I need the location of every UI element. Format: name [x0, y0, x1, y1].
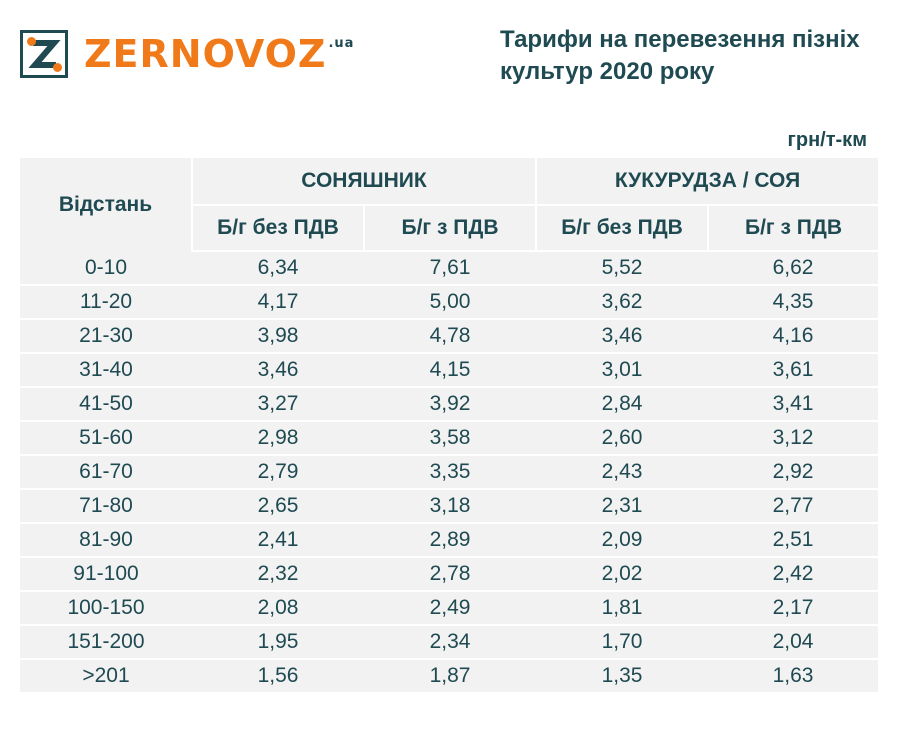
tariff-cell: 4,15 [364, 353, 537, 388]
tariff-cell: 2,89 [364, 523, 537, 558]
distance-header: Відстань [20, 158, 193, 251]
tariff-cell: 3,12 [708, 421, 879, 456]
logo-z-mark-icon [20, 30, 68, 78]
subheader-cell: Б/г з ПДВ [708, 205, 879, 252]
table-row: 41-50 3,27 3,92 2,84 3,41 [20, 387, 879, 422]
distance-cell: 31-40 [20, 353, 192, 388]
tariff-cell: 6,62 [708, 251, 879, 286]
table-row: 151-200 1,95 2,34 1,70 2,04 [20, 625, 879, 660]
table-subheader-row: Б/г без ПДВ Б/г з ПДВ Б/г без ПДВ Б/г з … [20, 205, 879, 252]
tariff-cell: 2,79 [192, 455, 364, 490]
distance-cell: 11-20 [20, 285, 192, 320]
tariff-cell: 2,41 [192, 523, 364, 558]
tariff-cell: 3,27 [192, 387, 364, 422]
subheader-cell: Б/г з ПДВ [364, 205, 538, 252]
tariff-cell: 2,09 [536, 523, 709, 558]
distance-cell: 21-30 [20, 319, 192, 354]
tariff-cell: 1,35 [601, 664, 643, 687]
tariff-cell: 5,52 [536, 251, 709, 286]
tariff-cell: 2,02 [536, 557, 709, 592]
tariff-cell: 1,95 [192, 625, 364, 660]
tariff-cell: 4,16 [708, 319, 879, 354]
tariff-cell: 3,98 [192, 319, 364, 354]
tariff-cell: 7,61 [364, 251, 537, 286]
distance-cell: 41-50 [20, 387, 192, 422]
tariff-cell: 2,92 [708, 455, 879, 490]
tariff-cell: 2,42 [708, 557, 879, 592]
table-row: 0-10 6,34 7,61 5,52 6,62 [20, 251, 879, 286]
page-title: Тарифи на перевезення пізніх культур 202… [500, 26, 860, 85]
tariff-cell: 1,87 [429, 664, 471, 687]
distance-cell: 0-10 [20, 251, 192, 286]
table-row: 100-150 2,08 2,49 1,81 2,17 [20, 591, 879, 626]
tariff-cell: 3,18 [364, 489, 537, 524]
table-row: 81-90 2,41 2,89 2,09 2,51 [20, 523, 879, 558]
crop-header-corn-soy: КУКУРУДЗА / СОЯ [536, 158, 879, 206]
table-row: 31-40 3,46 4,15 3,01 3,61 [20, 353, 879, 388]
tariff-cell: 2,08 [192, 591, 364, 626]
tariff-cell: 3,62 [536, 285, 709, 320]
tariff-cell: 3,58 [364, 421, 537, 456]
tariff-cell: 2,65 [192, 489, 364, 524]
tariff-cell: 2,04 [708, 625, 879, 660]
distance-cell: >201 [82, 664, 130, 687]
distance-cell: 100-150 [20, 591, 192, 626]
tariffs-table: Відстань СОНЯШНИК КУКУРУДЗА / СОЯ Б/г бе… [20, 158, 879, 692]
distance-cell: 51-60 [20, 421, 192, 456]
tariff-cell: 2,34 [364, 625, 537, 660]
tariff-cell: 5,00 [364, 285, 537, 320]
table-row: 61-70 2,79 3,35 2,43 2,92 [20, 455, 879, 490]
tariff-cell: 2,98 [192, 421, 364, 456]
table-row: 91-100 2,32 2,78 2,02 2,42 [20, 557, 879, 592]
zernovoz-logo: ZERNOVOZ .ua [20, 26, 354, 82]
distance-cell: 91-100 [20, 557, 192, 592]
tariff-cell: 3,35 [364, 455, 537, 490]
tariff-cell: 3,01 [536, 353, 709, 388]
tariff-cell: 2,77 [708, 489, 879, 524]
tariff-cell: 2,31 [536, 489, 709, 524]
logo-domain-suffix: .ua [328, 36, 355, 51]
table-row: 51-60 2,98 3,58 2,60 3,12 [20, 421, 879, 456]
units-label: грн/т-км [787, 129, 867, 151]
distance-cell: 61-70 [20, 455, 192, 490]
tariff-cell: 4,78 [364, 319, 537, 354]
table-header-row: Відстань СОНЯШНИК КУКУРУДЗА / СОЯ [20, 158, 879, 251]
tariff-cell: 2,17 [708, 591, 879, 626]
tariff-cell: 2,32 [192, 557, 364, 592]
distance-cell: 151-200 [20, 625, 192, 660]
tariff-cell: 3,46 [536, 319, 709, 354]
tariff-cell: 2,51 [708, 523, 879, 558]
tariff-cell: 2,84 [536, 387, 709, 422]
tariff-cell: 4,17 [192, 285, 364, 320]
tariff-cell: 1,81 [536, 591, 709, 626]
subheader-cell: Б/г без ПДВ [192, 205, 365, 252]
distance-cell: 71-80 [20, 489, 192, 524]
tariff-cell: 3,92 [364, 387, 537, 422]
table-row: 11-20 4,17 5,00 3,62 4,35 [20, 285, 879, 320]
tariff-cell: 3,46 [192, 353, 364, 388]
tariff-cell: 3,41 [708, 387, 879, 422]
table-row: 21-30 3,98 4,78 3,46 4,16 [20, 319, 879, 354]
table-row: >201 1,56 1,87 1,35 1,63 [20, 659, 878, 692]
tariff-cell: 1,56 [257, 664, 299, 687]
tariff-cell: 6,34 [192, 251, 364, 286]
tariff-cell: 4,35 [708, 285, 879, 320]
tariff-cell: 2,78 [364, 557, 537, 592]
tariff-cell: 2,49 [364, 591, 537, 626]
subheader-cell: Б/г без ПДВ [536, 205, 710, 252]
distance-cell: 81-90 [20, 523, 192, 558]
crop-header-sunflower: СОНЯШНИК [192, 158, 538, 206]
tariff-cell: 1,70 [536, 625, 709, 660]
tariff-cell: 2,60 [536, 421, 709, 456]
tariff-cell: 2,43 [536, 455, 709, 490]
logo-wordmark: ZERNOVOZ .ua [84, 32, 355, 76]
tariff-cell: 1,63 [772, 664, 814, 687]
table-row: 71-80 2,65 3,18 2,31 2,77 [20, 489, 879, 524]
tariff-cell: 3,61 [708, 353, 879, 388]
